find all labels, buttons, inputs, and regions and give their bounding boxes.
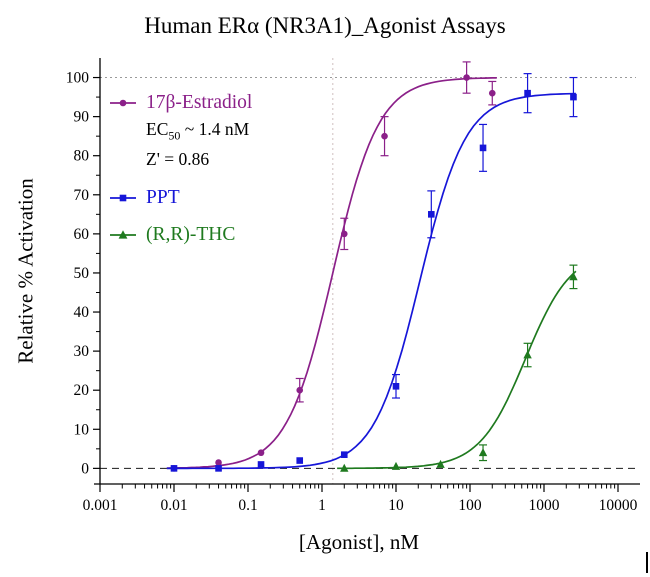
legend-item-ppt: PPT bbox=[108, 187, 252, 209]
series-square bbox=[166, 73, 578, 472]
x-tick-label: 0.001 bbox=[83, 497, 118, 514]
estradiol-marker-icon bbox=[110, 99, 136, 107]
x-tick-label: 0.1 bbox=[238, 497, 257, 514]
y-tick-label: 80 bbox=[74, 148, 90, 165]
y-tick-label: 0 bbox=[81, 460, 89, 477]
data-point bbox=[170, 465, 178, 472]
y-tick-label: 10 bbox=[74, 421, 90, 438]
data-point bbox=[569, 272, 578, 281]
data-point bbox=[570, 93, 577, 101]
y-tick-label: 70 bbox=[74, 187, 90, 204]
fit-curve bbox=[166, 92, 576, 470]
data-point bbox=[488, 89, 496, 97]
fit-curve bbox=[337, 270, 577, 470]
legend: 17β-Estradiol EC50 ~ 1.4 nM Z' = 0.86 PP… bbox=[108, 92, 252, 246]
chart-title: Human ERα (NR3A1)_Agonist Assays bbox=[144, 13, 506, 38]
data-point bbox=[340, 451, 348, 458]
data-point bbox=[257, 461, 265, 468]
data-point bbox=[479, 144, 487, 152]
ec50-prefix: EC bbox=[146, 119, 169, 139]
data-point bbox=[478, 448, 488, 457]
ec50-subscript: 50 bbox=[168, 128, 181, 143]
series-triangle bbox=[337, 264, 578, 472]
data-point bbox=[296, 457, 304, 464]
ec50-value: ~ 1.4 nM bbox=[180, 119, 250, 139]
x-tick-label: 1000 bbox=[529, 497, 560, 514]
x-axis-label: [Agonist], nM bbox=[298, 530, 420, 554]
data-point bbox=[392, 382, 400, 390]
y-tick-label: 50 bbox=[74, 265, 90, 282]
data-point bbox=[524, 89, 531, 97]
text-cursor-artifact bbox=[646, 552, 648, 573]
x-tick-label: 100 bbox=[458, 497, 482, 514]
legend-label-thc: (R,R)-THC bbox=[146, 223, 236, 245]
ppt-marker-icon bbox=[110, 194, 136, 201]
y-tick-label: 40 bbox=[74, 304, 90, 321]
legend-item-thc: (R,R)-THC bbox=[108, 224, 252, 246]
data-point bbox=[215, 459, 222, 466]
y-tick-label: 20 bbox=[74, 382, 90, 399]
x-tick-label: 0.01 bbox=[160, 497, 187, 514]
data-point bbox=[381, 132, 388, 140]
thc-marker-icon bbox=[110, 229, 136, 239]
data-point bbox=[428, 211, 435, 218]
data-point bbox=[391, 461, 401, 470]
legend-label-estradiol: 17β-Estradiol bbox=[146, 92, 253, 113]
data-point bbox=[463, 74, 470, 81]
data-point bbox=[436, 459, 445, 468]
x-tick-label: 10000 bbox=[599, 497, 638, 514]
data-point bbox=[340, 463, 349, 472]
y-tick-label: 30 bbox=[74, 343, 90, 360]
data-point bbox=[257, 449, 265, 457]
legend-item-estradiol: 17β-Estradiol bbox=[108, 92, 252, 114]
y-tick-label: 90 bbox=[74, 109, 90, 126]
data-point bbox=[340, 230, 348, 238]
y-tick-label: 60 bbox=[74, 226, 90, 243]
data-point bbox=[215, 465, 222, 472]
x-tick-label: 1 bbox=[318, 497, 326, 514]
legend-ec50-annotation: EC50 ~ 1.4 nM bbox=[146, 119, 252, 144]
legend-zprime-annotation: Z' = 0.86 bbox=[146, 148, 210, 169]
y-tick-label: 100 bbox=[66, 70, 90, 87]
legend-label-ppt: PPT bbox=[146, 186, 180, 208]
data-point bbox=[296, 386, 304, 394]
x-tick-label: 10 bbox=[388, 497, 404, 514]
data-point bbox=[523, 350, 532, 359]
